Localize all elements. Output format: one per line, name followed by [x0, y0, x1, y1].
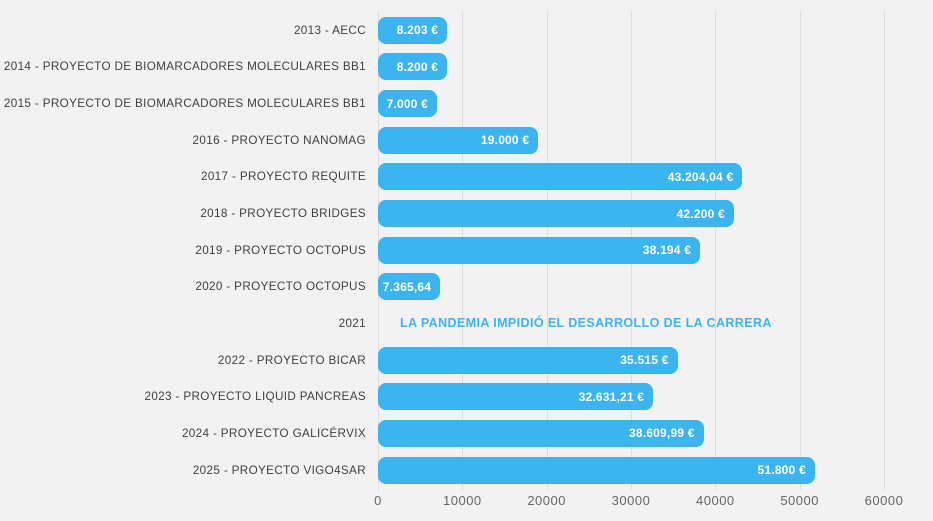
bar-value-label: 7.365,64 — [382, 279, 432, 294]
category-label: 2015 - PROYECTO DE BIOMARCADORES MOLECUL… — [3, 97, 366, 111]
category-label: 2022 - PROYECTO BICAR — [217, 353, 366, 367]
category-label: 2023 - PROYECTO LIQUID PANCREAS — [144, 390, 366, 404]
bar: 51.800 € — [378, 456, 815, 484]
bar: 38.194 € — [378, 236, 701, 264]
bar-track: 51.800 € — [378, 452, 884, 489]
bar-row: 2024 - PROYECTO GALICÉRVIX 38.609,99 € — [0, 415, 933, 452]
gridline — [715, 12, 717, 490]
bar-track: 42.200 € — [378, 195, 884, 232]
category-label: 2025 - PROYECTO VIGO4SAR — [192, 463, 366, 477]
x-tick-label: 30000 — [611, 493, 651, 508]
bar-track: LA PANDEMIA IMPIDIÓ EL DESARROLLO DE LA … — [378, 305, 884, 342]
gridline — [799, 12, 801, 490]
x-tick-label: 60000 — [864, 493, 904, 508]
bar-row: 2025 - PROYECTO VIGO4SAR 51.800 € — [0, 452, 933, 489]
bar-value-label: 19.000 € — [480, 133, 530, 148]
category-label: 2019 - PROYECTO OCTOPUS — [195, 243, 366, 257]
bar-track: 43.204,04 € — [378, 159, 884, 196]
x-axis: 0 10000 20000 30000 40000 50000 60000 — [374, 493, 903, 513]
bar-track: 8.203 € — [378, 12, 884, 49]
bar-value-label: 7.000 € — [386, 96, 429, 111]
category-label: 2024 - PROYECTO GALICÉRVIX — [181, 426, 366, 440]
bar-value-label: 32.631,21 € — [578, 389, 645, 404]
bar: 8.203 € — [378, 16, 448, 44]
x-tick-label: 10000 — [443, 493, 482, 508]
bar-value-label: 42.200 € — [676, 206, 725, 221]
bar-value-label: 8.200 € — [396, 59, 439, 74]
bar: 7.365,64 — [378, 273, 441, 301]
category-label: 2020 - PROYECTO OCTOPUS — [195, 280, 366, 294]
category-label: 2013 - AECC — [293, 23, 366, 37]
bar-row: 2023 - PROYECTO LIQUID PANCREAS 32.631,21… — [0, 378, 933, 415]
bar-track: 38.194 € — [378, 232, 884, 269]
bar: 32.631,21 € — [378, 383, 654, 411]
bar: 7.000 € — [378, 90, 438, 118]
bar: 38.609,99 € — [378, 419, 704, 447]
gridline — [884, 12, 885, 490]
bar-track: 7.365,64 — [378, 268, 884, 305]
bar-track: 38.609,99 € — [378, 415, 884, 452]
bar-track: 32.631,21 € — [378, 378, 884, 415]
bar-track: 8.200 € — [378, 49, 884, 86]
x-tick-label: 50000 — [780, 493, 819, 508]
bar-row: 2022 - PROYECTO BICAR 35.515 € — [0, 342, 933, 379]
bar-value-label: 51.800 € — [757, 463, 806, 477]
bar-rows: 2013 - AECC 8.203 € 2014 - PROYECTO DE BIO… — [0, 12, 933, 488]
category-label: 2017 - PROYECTO REQUITE — [200, 170, 366, 184]
category-label: 2021 — [338, 316, 366, 330]
bar: 8.200 € — [378, 53, 448, 81]
bar: 19.000 € — [378, 126, 539, 154]
bar-row: 2020 - PROYECTO OCTOPUS 7.365,64 — [0, 268, 933, 305]
bar-row: 2013 - AECC 8.203 € — [0, 12, 933, 49]
bar-track: 19.000 € — [378, 122, 884, 159]
bar-row: 2016 - PROYECTO NANOMAG 19.000 € — [0, 122, 933, 159]
bar: 42.200 € — [378, 200, 734, 228]
category-label: 2016 - PROYECTO NANOMAG — [192, 133, 366, 147]
x-tick-label: 0 — [374, 493, 382, 508]
bar: 43.204,04 € — [378, 163, 743, 191]
category-label: 2014 - PROYECTO DE BIOMARCADORES MOLECUL… — [3, 60, 366, 74]
bar: 35.515 € — [378, 346, 678, 374]
pandemic-annotation: LA PANDEMIA IMPIDIÓ EL DESARROLLO DE LA … — [400, 316, 772, 331]
bar-row: 2017 - PROYECTO REQUITE 43.204,04 € — [0, 159, 933, 196]
bar-row: 2018 - PROYECTO BRIDGES 42.200 € — [0, 195, 933, 232]
bar-value-label: 38.194 € — [642, 243, 692, 258]
bar-row: 2014 - PROYECTO DE BIOMARCADORES MOLECUL… — [0, 49, 933, 86]
bar-track: 7.000 € — [378, 85, 884, 122]
x-tick-label: 20000 — [527, 493, 566, 508]
bar-row: 2015 - PROYECTO DE BIOMARCADORES MOLECUL… — [0, 85, 933, 122]
bar-value-label: 35.515 € — [620, 353, 669, 368]
bar-value-label: 8.203 € — [396, 23, 439, 38]
bar-track: 35.515 € — [378, 342, 884, 379]
bar-value-label: 43.204,04 € — [667, 169, 734, 184]
x-tick-label: 40000 — [696, 493, 735, 508]
bar-value-label: 38.609,99 € — [629, 426, 695, 441]
category-label: 2018 - PROYECTO BRIDGES — [200, 207, 366, 221]
bar-row: 2021 LA PANDEMIA IMPIDIÓ EL DESARROLLO DE… — [0, 305, 933, 342]
bar-row: 2019 - PROYECTO OCTOPUS 38.194 € — [0, 232, 933, 269]
